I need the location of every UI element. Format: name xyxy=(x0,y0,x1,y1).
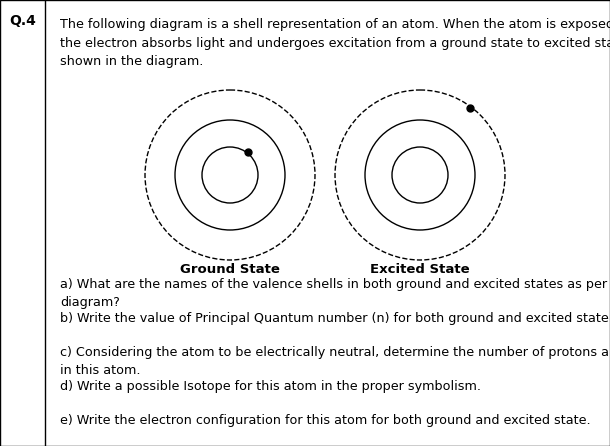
Text: Ground State: Ground State xyxy=(180,263,280,276)
Text: c) Considering the atom to be electrically neutral, determine the number of prot: c) Considering the atom to be electrical… xyxy=(60,346,610,377)
Text: d) Write a possible Isotope for this atom in the proper symbolism.: d) Write a possible Isotope for this ato… xyxy=(60,380,481,393)
Text: e) Write the electron configuration for this atom for both ground and excited st: e) Write the electron configuration for … xyxy=(60,414,590,427)
Text: Excited State: Excited State xyxy=(370,263,470,276)
Text: The following diagram is a shell representation of an atom. When the atom is exp: The following diagram is a shell represe… xyxy=(60,18,610,68)
Text: b) Write the value of Principal Quantum number (n) for both ground and excited s: b) Write the value of Principal Quantum … xyxy=(60,312,610,325)
Text: a) What are the names of the valence shells in both ground and excited states as: a) What are the names of the valence she… xyxy=(60,278,610,309)
Text: Q.4: Q.4 xyxy=(9,14,36,28)
